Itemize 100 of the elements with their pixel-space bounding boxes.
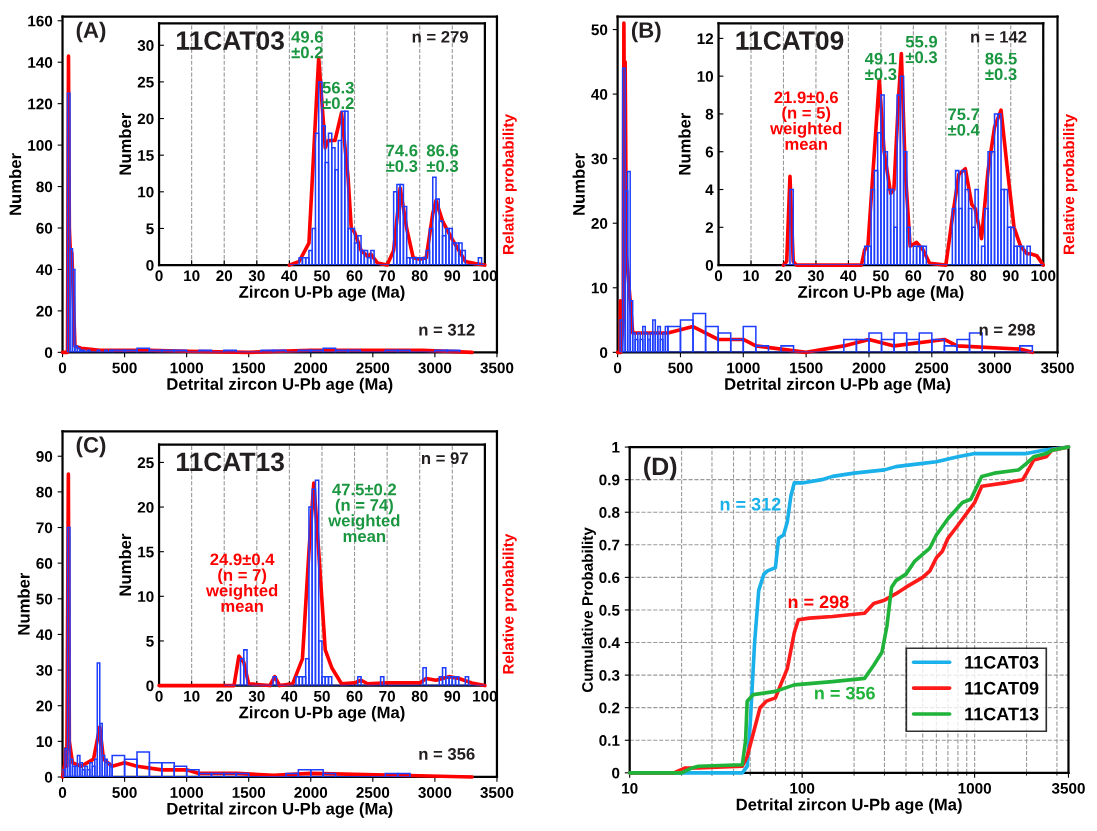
y-tick-label: 15 xyxy=(138,150,154,161)
x-tick-label: 100 xyxy=(1031,270,1056,282)
annotation: 74.6 ±0.3 xyxy=(386,144,418,172)
x-tick-label: 10 xyxy=(743,270,759,282)
y-tick-label: 5 xyxy=(146,223,154,235)
x-tick-label: 80 xyxy=(970,270,987,282)
annotation: (A) xyxy=(76,21,106,43)
y-tick-label: 0.5 xyxy=(599,604,620,616)
annotation: n = 356 xyxy=(419,748,475,760)
x-tick-label: 20 xyxy=(775,270,792,282)
x-tick-label: 80 xyxy=(411,690,428,702)
annotation: 86.5 ±0.3 xyxy=(985,52,1017,81)
legend-label: 11CAT03 xyxy=(965,655,1039,669)
x-tick-label: 2000 xyxy=(294,787,328,798)
annotation: n = 298 xyxy=(979,323,1036,336)
x-tick-label: 40 xyxy=(281,690,298,702)
y-axis-title: Number xyxy=(678,112,691,175)
x-tick-label: 60 xyxy=(346,270,363,282)
y-tick-label: 1 xyxy=(612,442,620,453)
y-tick-label: 100 xyxy=(28,139,53,151)
x-axis-title: Zircon U-Pb age (Ma) xyxy=(239,285,405,302)
x-tick-label: 20 xyxy=(216,690,233,702)
x-tick-label: 60 xyxy=(905,270,922,282)
y-tick-label: 0 xyxy=(44,771,53,783)
y-tick-label: 50 xyxy=(36,593,53,605)
y2-axis-title: Relative probability xyxy=(1063,114,1078,254)
y-tick-label: 50 xyxy=(591,24,608,36)
annotation: n = 312 xyxy=(419,323,475,336)
x-tick-label: 40 xyxy=(281,270,298,282)
y2-axis-title: Relative probability xyxy=(502,114,517,254)
x-tick-label: 30 xyxy=(248,690,265,702)
y-tick-label: 30 xyxy=(137,40,154,51)
y-tick-label: 80 xyxy=(36,486,53,498)
y-tick-label: 140 xyxy=(28,57,53,68)
annotation: 24.9±0.4 (n = 7) weighted mean xyxy=(205,553,278,612)
legend-label: 11CAT13 xyxy=(965,707,1039,721)
y-tick-label: 0 xyxy=(44,347,53,359)
y-tick-label: 4 xyxy=(705,184,714,196)
annotation: 86.6 ±0.3 xyxy=(426,144,459,172)
x-tick-label: 2500 xyxy=(356,787,390,798)
y-tick-label: 0.8 xyxy=(599,507,620,518)
x-tick-label: 100 xyxy=(473,690,497,702)
x-tick-label: 10 xyxy=(622,782,638,794)
x-axis-title: Detrital zircon U-Pb age (Ma) xyxy=(167,802,393,818)
y-tick-label: 40 xyxy=(591,88,608,100)
y-tick-label: 10 xyxy=(138,186,154,198)
x-tick-label: 90 xyxy=(444,690,461,702)
y-tick-label: 120 xyxy=(28,98,53,110)
annotation: 47.5±0.2 (n = 74) weighted mean xyxy=(328,483,400,543)
x-tick-label: 50 xyxy=(313,270,330,282)
x-tick-label: 3000 xyxy=(418,362,452,374)
annotation: (B) xyxy=(631,21,661,43)
x-tick-label: 3000 xyxy=(978,362,1012,374)
y-tick-label: 25 xyxy=(137,76,154,88)
chart-title: 11CAT03 xyxy=(177,31,284,50)
annotation: 55.9 ±0.3 xyxy=(905,35,938,64)
y-tick-label: 40 xyxy=(36,629,53,641)
annotation: 75.7 ±0.4 xyxy=(947,108,980,136)
x-tick-label: 3500 xyxy=(480,787,514,798)
annotation: 49.1 ±0.3 xyxy=(864,52,897,81)
y-tick-label: 10 xyxy=(36,736,53,748)
x-tick-label: 60 xyxy=(346,690,363,702)
y-tick-label: 25 xyxy=(137,457,154,469)
x-axis-title: Detrital zircon U-Pb age (Ma) xyxy=(725,377,951,394)
x-tick-label: 2000 xyxy=(852,362,886,374)
x-tick-label: 50 xyxy=(313,690,330,702)
x-tick-label: 70 xyxy=(379,270,395,282)
x-axis-title: Zircon U-Pb age (Ma) xyxy=(239,706,405,722)
y-tick-label: 8 xyxy=(705,108,714,120)
y-axis-title: Number xyxy=(118,112,132,175)
y-tick-label: 0.9 xyxy=(599,474,620,486)
y-tick-label: 10 xyxy=(591,282,608,294)
x-tick-label: 80 xyxy=(411,270,428,282)
y-tick-label: 0.4 xyxy=(599,637,620,649)
x-tick-label: 1500 xyxy=(232,362,266,374)
y-tick-label: 0.3 xyxy=(599,669,620,681)
x-tick-label: 20 xyxy=(216,270,233,282)
x-tick-label: 30 xyxy=(248,270,265,282)
x-tick-label: 2000 xyxy=(294,362,328,374)
x-tick-label: 1500 xyxy=(790,362,823,374)
x-tick-label: 500 xyxy=(112,362,137,374)
y2-axis-title: Relative probability xyxy=(502,533,517,674)
x-tick-label: 10 xyxy=(184,270,200,282)
x-tick-label: 40 xyxy=(840,270,857,282)
chart-title: 11CAT13 xyxy=(177,452,284,472)
x-tick-label: 3000 xyxy=(418,787,452,798)
y-tick-label: 15 xyxy=(138,546,154,558)
x-tick-label: 100 xyxy=(790,782,815,794)
x-tick-label: 1000 xyxy=(170,787,204,798)
y-tick-label: 0 xyxy=(612,767,620,779)
y-tick-label: 0.6 xyxy=(599,572,620,584)
y-tick-label: 10 xyxy=(697,71,714,82)
x-tick-label: 70 xyxy=(937,270,954,282)
y-tick-label: 2 xyxy=(705,222,714,233)
y-tick-label: 0.1 xyxy=(599,735,620,746)
y-tick-label: 70 xyxy=(36,522,53,534)
y-tick-label: 20 xyxy=(36,700,53,712)
annotation: n = 312 xyxy=(720,497,781,511)
y-tick-label: 80 xyxy=(36,181,53,193)
x-tick-label: 2500 xyxy=(356,362,390,374)
